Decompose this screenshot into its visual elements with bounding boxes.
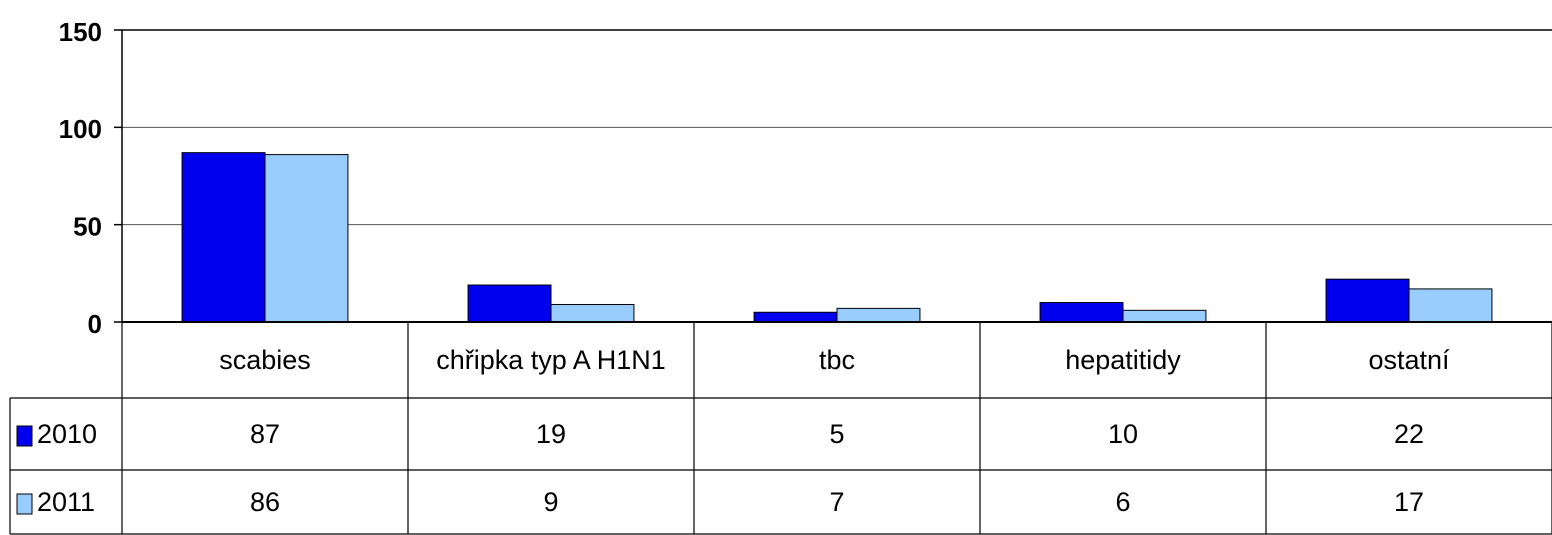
table-value: 87 bbox=[250, 419, 280, 449]
legend-label: 2011 bbox=[37, 487, 95, 517]
legend-key bbox=[16, 425, 33, 447]
table-value: 22 bbox=[1394, 419, 1424, 449]
bar bbox=[264, 154, 349, 323]
table-value: 5 bbox=[829, 419, 844, 449]
table-value: 6 bbox=[1115, 487, 1130, 517]
bar bbox=[550, 303, 635, 323]
table-value: 17 bbox=[1394, 487, 1424, 517]
table-value: 19 bbox=[536, 419, 566, 449]
legend-key bbox=[16, 493, 33, 515]
x-tick-label: hepatitidy bbox=[1065, 345, 1181, 375]
bar bbox=[836, 307, 921, 323]
bar bbox=[1039, 302, 1124, 323]
x-tick-label: ostatní bbox=[1368, 345, 1450, 375]
bar bbox=[181, 152, 266, 323]
y-tick-label: 50 bbox=[73, 212, 102, 242]
x-tick-label: chřipka typ A H1N1 bbox=[436, 345, 666, 375]
bar bbox=[1122, 309, 1207, 323]
bar bbox=[753, 311, 838, 323]
table-value: 86 bbox=[250, 487, 280, 517]
y-tick-label: 100 bbox=[59, 114, 102, 144]
y-tick-label: 0 bbox=[88, 309, 102, 339]
table-value: 9 bbox=[543, 487, 558, 517]
x-tick-label: scabies bbox=[219, 345, 311, 375]
table-value: 10 bbox=[1108, 419, 1138, 449]
bar bbox=[467, 284, 552, 323]
bar bbox=[1408, 288, 1493, 323]
legend-label: 2010 bbox=[37, 419, 97, 449]
y-tick-label: 150 bbox=[59, 17, 102, 47]
x-tick-label: tbc bbox=[819, 345, 855, 375]
table-value: 7 bbox=[829, 487, 844, 517]
bar bbox=[1325, 278, 1410, 323]
